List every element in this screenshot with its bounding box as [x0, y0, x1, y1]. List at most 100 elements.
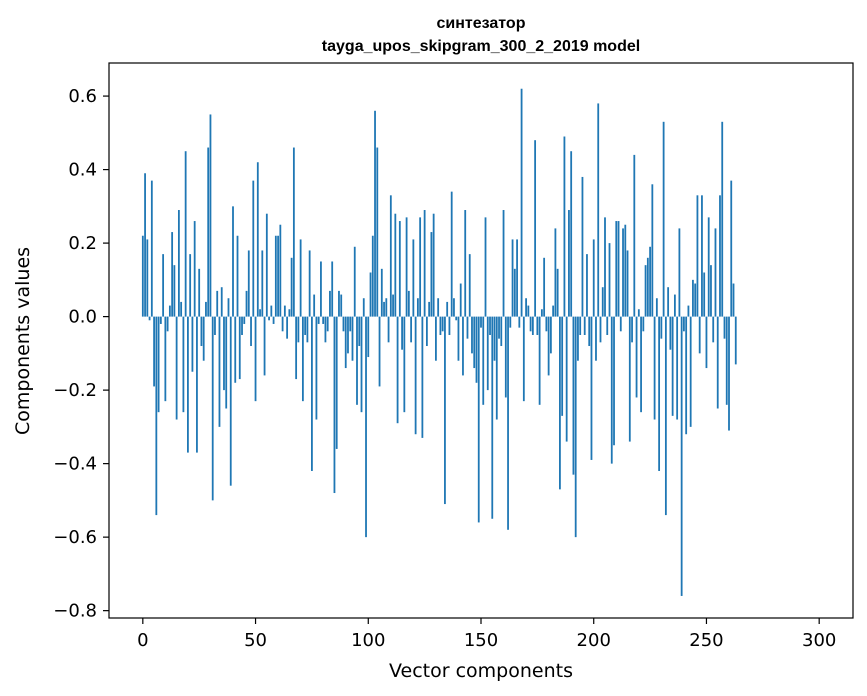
- bar: [498, 316, 500, 339]
- bar: [669, 316, 672, 350]
- bar: [547, 316, 550, 376]
- bar: [673, 294, 676, 317]
- bar: [732, 283, 735, 317]
- bar: [491, 316, 494, 519]
- bar: [646, 257, 649, 317]
- bar: [651, 184, 654, 317]
- bar: [723, 316, 726, 339]
- bar: [610, 316, 613, 464]
- bar: [468, 254, 471, 317]
- bar: [549, 316, 552, 354]
- bar: [259, 309, 261, 317]
- bar: [425, 316, 428, 347]
- bar: [227, 298, 230, 317]
- bar: [435, 316, 437, 361]
- bar: [531, 316, 534, 335]
- bar: [367, 316, 370, 358]
- bar: [389, 195, 392, 317]
- bar: [559, 316, 561, 490]
- bar: [320, 261, 322, 317]
- bar: [500, 316, 503, 347]
- bar: [207, 147, 210, 317]
- bar: [247, 250, 250, 317]
- bar: [561, 316, 564, 416]
- bar: [676, 316, 679, 420]
- bar: [640, 316, 642, 413]
- bar: [664, 316, 667, 516]
- bar: [261, 250, 264, 317]
- bar: [164, 316, 167, 402]
- y-tick-label: −0.8: [53, 601, 97, 622]
- bar: [586, 254, 588, 317]
- bar: [245, 290, 248, 317]
- bar: [448, 316, 451, 335]
- bar: [486, 316, 489, 391]
- x-axis-label: Vector components: [389, 660, 573, 682]
- bar: [403, 316, 406, 413]
- bar: [236, 235, 239, 317]
- bar: [583, 316, 586, 335]
- bar: [520, 88, 523, 317]
- bar: [516, 239, 518, 317]
- bar: [622, 228, 624, 317]
- bar: [565, 316, 568, 442]
- bar: [155, 316, 158, 516]
- bar: [405, 217, 408, 317]
- bar: [218, 316, 221, 427]
- bar: [489, 316, 491, 335]
- bar: [412, 239, 415, 317]
- bar: [232, 206, 234, 317]
- bar: [220, 287, 223, 317]
- bar: [658, 316, 661, 471]
- bar: [290, 257, 293, 317]
- bar: [326, 316, 329, 332]
- bar: [394, 213, 397, 317]
- bar: [511, 239, 514, 317]
- bar: [725, 316, 728, 405]
- bar: [450, 191, 453, 317]
- bar: [184, 151, 187, 317]
- y-tick-label: −0.6: [53, 527, 97, 548]
- bar: [653, 316, 656, 420]
- bar: [466, 316, 469, 339]
- bar: [374, 110, 376, 317]
- bar: [540, 309, 543, 317]
- bar: [198, 268, 201, 317]
- bar: [572, 316, 575, 475]
- bar: [214, 316, 216, 335]
- bar: [385, 298, 388, 317]
- bar: [637, 309, 640, 317]
- bar: [414, 316, 417, 435]
- bar: [707, 217, 710, 317]
- chart-subtitle: tayga_upos_skipgram_300_2_2019 model: [322, 38, 640, 55]
- bar: [333, 316, 336, 494]
- bar: [437, 298, 440, 317]
- bar: [299, 239, 302, 317]
- bar: [211, 316, 214, 501]
- bar: [710, 265, 712, 317]
- bar: [671, 316, 674, 416]
- bar: [297, 316, 300, 343]
- bar: [649, 246, 651, 317]
- bar: [162, 254, 165, 317]
- bar: [398, 221, 401, 317]
- bar: [342, 316, 345, 332]
- bar: [430, 232, 433, 317]
- bar: [457, 316, 460, 361]
- bar: [146, 239, 149, 317]
- y-tick-label: 0.0: [68, 307, 97, 328]
- bar: [522, 316, 525, 402]
- bar: [250, 316, 252, 347]
- bar: [617, 221, 620, 317]
- bar: [416, 298, 419, 317]
- bar: [369, 272, 372, 317]
- bar: [272, 316, 275, 324]
- bar: [574, 316, 577, 538]
- bar: [392, 294, 394, 317]
- bar: [495, 316, 498, 420]
- x-tick-label: 150: [464, 630, 498, 651]
- x-tick-label: 300: [802, 630, 836, 651]
- bar: [349, 316, 352, 332]
- bar: [360, 316, 363, 413]
